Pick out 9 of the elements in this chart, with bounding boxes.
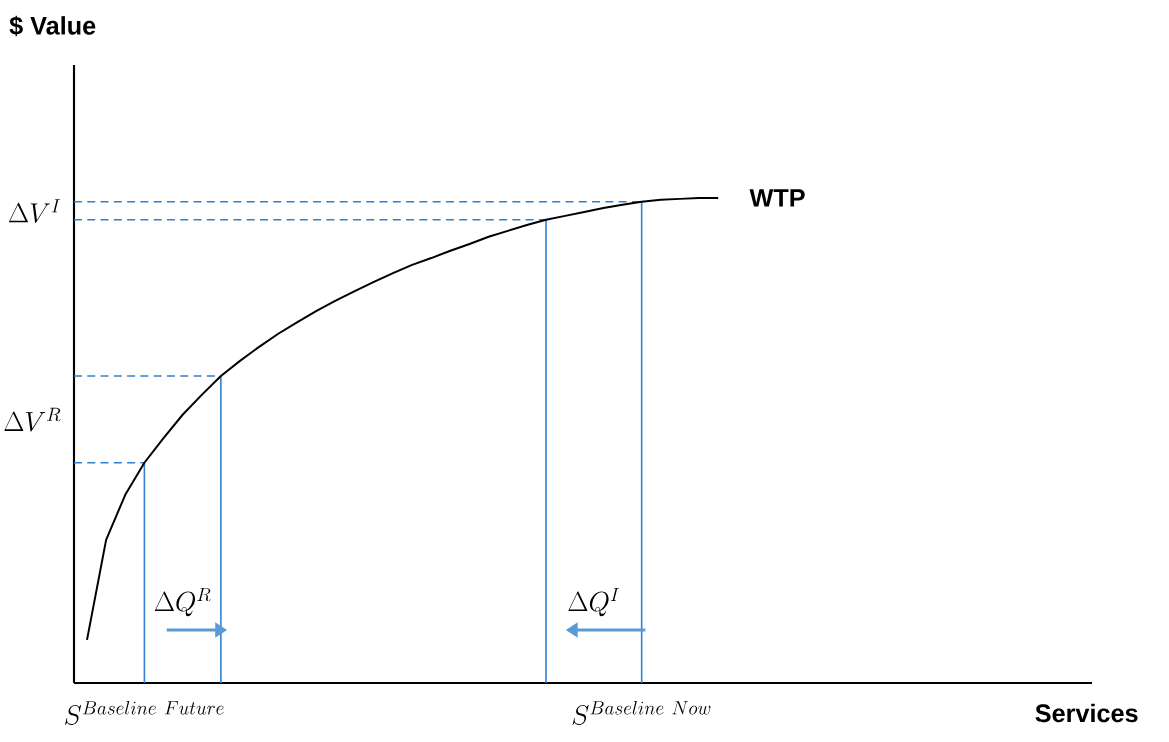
text: $ Value (9, 15, 96, 37)
text: Services (1035, 703, 1138, 723)
text: $\Delta V^{R}$ (4, 407, 61, 432)
annotation: $\Delta Q^{R}$ (154, 587, 211, 617)
text: $\Delta V^{I}$ (8, 199, 61, 223)
annotation: $\Delta Q^{I}$ (568, 587, 620, 617)
x-tick-label: $S^{Baseline\ Now}$ (572, 701, 711, 725)
series-label: WTP (749, 189, 805, 207)
x-tick-label: $S^{Baseline\ Future}$ (65, 701, 224, 725)
